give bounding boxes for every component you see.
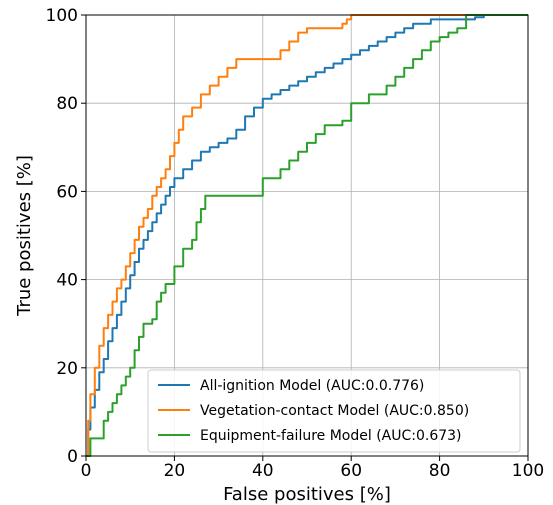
y-tick-label: 20 — [56, 359, 78, 379]
x-axis-label: False positives [%] — [223, 484, 391, 505]
series-line-2 — [86, 14, 528, 457]
y-tick-label: 40 — [56, 271, 78, 291]
plot-frame — [85, 14, 529, 457]
y-tick-label: 100 — [46, 6, 78, 26]
ticks: 0 20 40 60 80 100 0 20 40 60 80 100 — [46, 6, 545, 481]
x-tick-label: 60 — [340, 461, 362, 481]
legend-label-2: Equipment-failure Model (AUC:0.673) — [200, 428, 462, 444]
x-tick-label: 20 — [164, 461, 186, 481]
series-line-1 — [86, 14, 528, 457]
series-lines — [86, 14, 528, 457]
y-tick-label: 60 — [56, 182, 78, 202]
x-tick-label: 40 — [252, 461, 274, 481]
y-axis-label: True positives [%] — [14, 155, 35, 317]
legend-label-0: All-ignition Model (AUC:0.0.776) — [200, 378, 424, 394]
x-tick-label: 100 — [512, 461, 544, 481]
legend-box — [147, 369, 521, 453]
legend-label-1: Vegetation-contact Model (AUC:0.850) — [200, 403, 469, 419]
y-tick-label: 80 — [56, 94, 78, 114]
x-tick-label: 0 — [81, 461, 92, 481]
x-tick-label: 80 — [429, 461, 451, 481]
legend: All-ignition Model (AUC:0.0.776) Vegetati… — [147, 369, 521, 453]
y-tick-label: 0 — [67, 447, 78, 467]
series-line-0 — [86, 14, 528, 457]
